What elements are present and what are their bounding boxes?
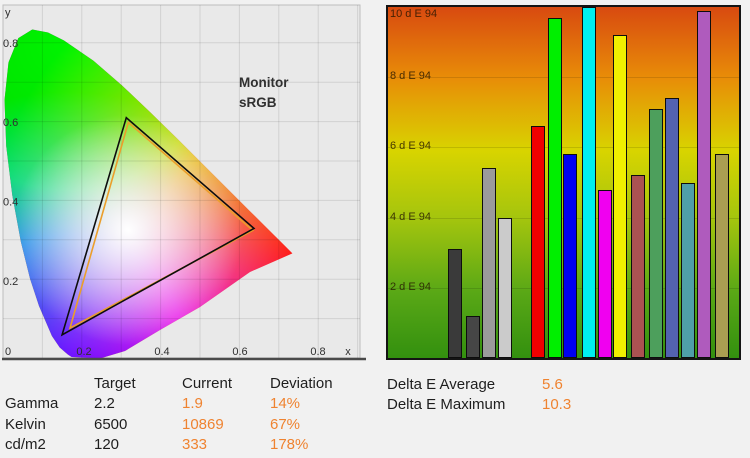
delta-e-summary: Delta E Average 5.6 Delta E Maximum 10.3 (387, 375, 571, 416)
bar-purple (697, 10, 711, 358)
deviation-value: 178% (270, 436, 309, 454)
delta-e-bars (388, 7, 739, 358)
table-row-kelvin: Kelvin 6500 10869 67% (5, 415, 380, 435)
row-label: cd/m2 (5, 436, 46, 454)
cie-x-tick: 0.4 (154, 346, 169, 358)
row-label: Kelvin (5, 415, 46, 433)
table-row-cdm2: cd/m2 120 333 178% (5, 435, 380, 455)
cie-y-tick: 0.2 (3, 276, 18, 288)
ytick-4: 4 d E 94 (390, 210, 431, 223)
deviation-value: 67% (270, 415, 301, 433)
ytick-10: 10 d E 94 (390, 8, 438, 20)
current-value: 333 (182, 436, 208, 454)
deviation-value: 14% (270, 395, 301, 413)
bar-cyan (582, 7, 596, 358)
delta-e-average-row: Delta E Average 5.6 (387, 375, 571, 395)
table-row-gamma: Gamma 2.2 1.9 14% (5, 394, 380, 414)
current-value: 10869 (182, 415, 224, 433)
cie-origin-label: 0 (5, 346, 11, 358)
ytick-6: 6 d E 94 (390, 140, 431, 153)
delta-e-maximum-value: 10.3 (542, 396, 572, 414)
gridline-6 (388, 147, 739, 149)
results-header-row: Target Current Deviation (5, 374, 380, 394)
target-value: 120 (94, 436, 120, 454)
cie-x-tick: 0.2 (76, 346, 91, 358)
delta-e-average-value: 5.6 (542, 376, 563, 393)
bar-teal (681, 182, 695, 358)
bar-light-gray (498, 217, 512, 358)
bar-slate-blue (665, 98, 679, 358)
header-current: Current (182, 375, 233, 392)
target-value: 6500 (94, 415, 128, 433)
cie-y-tick: 0.6 (3, 117, 18, 129)
header-target: Target (94, 375, 136, 392)
bar-red (531, 126, 545, 358)
bar-sea-green (649, 108, 663, 358)
ytick-8: 8 d E 94 (390, 70, 431, 83)
cie-y-tick: 0.8 (3, 38, 18, 50)
legend-srgb: sRGB (239, 95, 277, 110)
bar-gray (482, 168, 496, 358)
bar-olive (715, 154, 729, 358)
target-value: 2.2 (94, 395, 115, 413)
legend-monitor: Monitor (239, 75, 289, 90)
cie-x-axis-label: x (345, 346, 351, 358)
current-value: 1.9 (182, 395, 203, 413)
bar-dark-gray-2 (466, 315, 480, 358)
monitor-gamut-triangle (60, 116, 256, 337)
cie-gridlines (3, 5, 360, 358)
cie-x-tick: 0.6 (232, 346, 247, 358)
bar-brown (631, 175, 645, 358)
bar-green (548, 17, 562, 358)
cie-y-tick: 0.4 (3, 197, 18, 209)
delta-e-chart: 10 d E 94 8 d E 94 6 d E 94 4 d E 94 2 d… (386, 5, 741, 360)
gridline-8 (388, 77, 739, 79)
bar-dark-gray-1 (448, 249, 462, 358)
ytick-2: 2 d E 94 (390, 280, 431, 293)
bar-blue (563, 154, 577, 358)
delta-e-maximum-label: Delta E Maximum (387, 396, 506, 414)
delta-e-maximum-row: Delta E Maximum 10.3 (387, 395, 571, 415)
delta-e-average-label: Delta E Average (387, 376, 496, 393)
results-table: Target Current Deviation Gamma 2.2 1.9 1… (5, 374, 380, 456)
cie-y-axis-label: y (5, 7, 11, 19)
bar-yellow (613, 35, 627, 358)
bar-magenta (598, 189, 612, 358)
cie-diagram: y 0.8 0.6 0.4 0.2 0 0.2 0.4 0.6 0.8 x Mo… (2, 4, 366, 361)
header-deviation: Deviation (270, 375, 333, 392)
cie-x-tick: 0.8 (310, 346, 325, 358)
row-label: Gamma (5, 395, 59, 413)
